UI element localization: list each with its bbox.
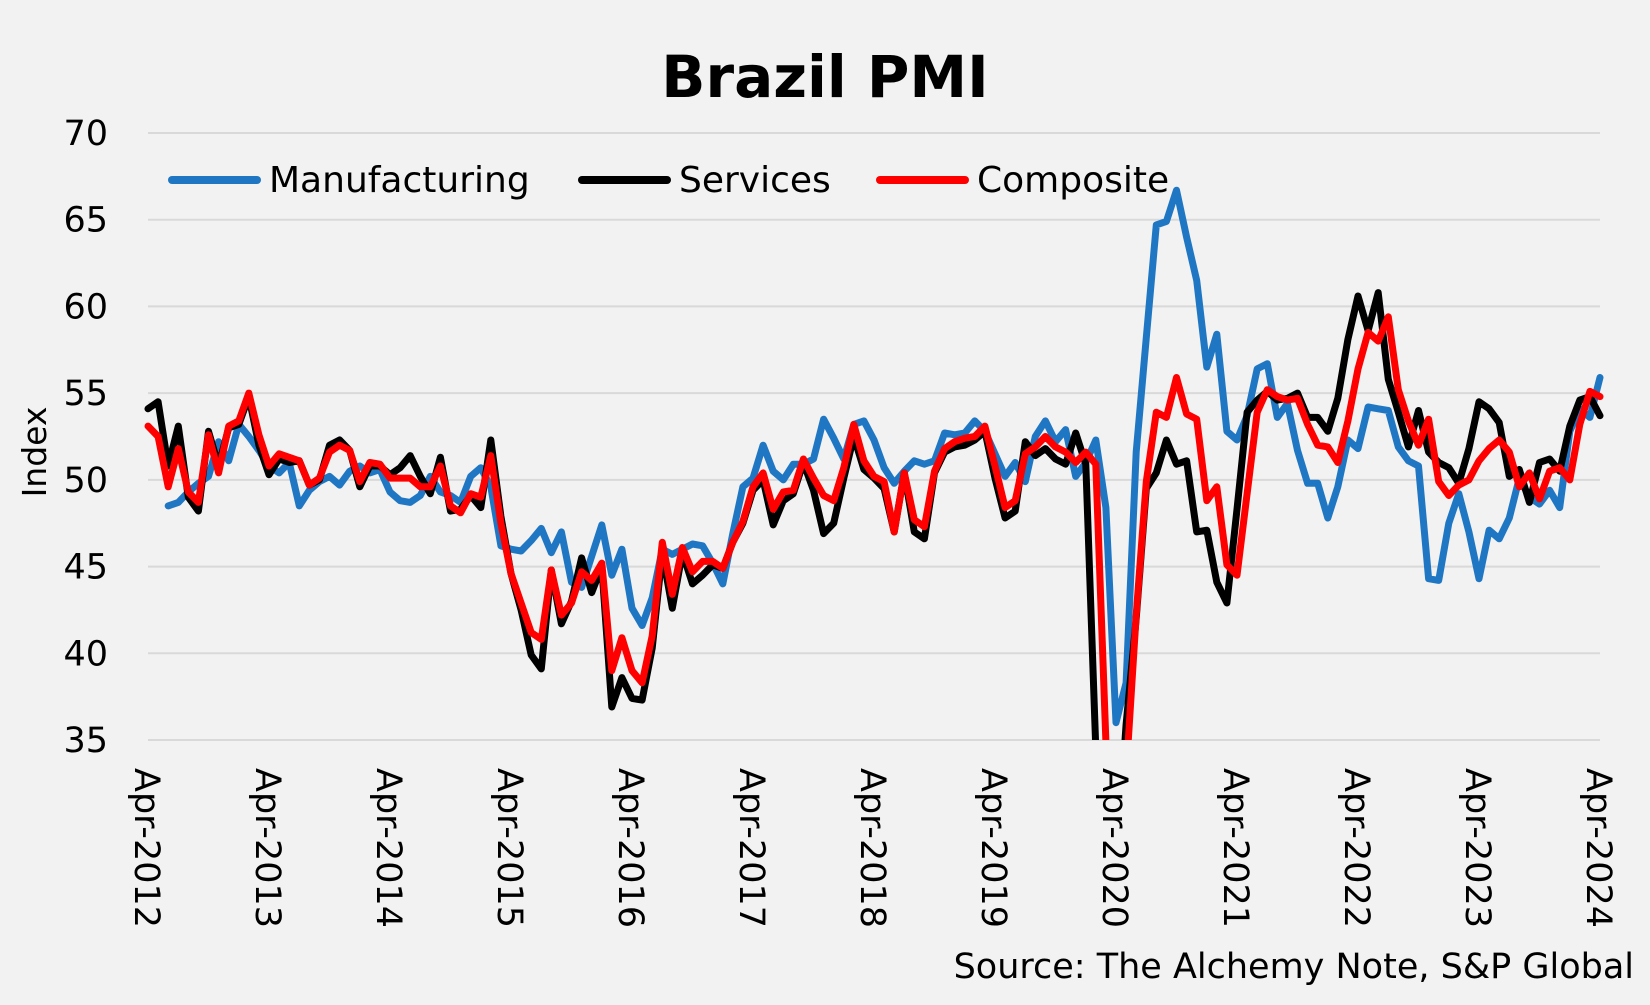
y-tick-label: 70 [63, 114, 108, 154]
y-tick-label: 60 [63, 287, 108, 327]
y-tick-label: 45 [63, 548, 108, 588]
x-tick-label: Apr-2018 [852, 768, 892, 928]
legend: Manufacturing Services Composite [168, 160, 1169, 201]
legend-label-composite: Composite [977, 160, 1169, 201]
series-lines [144, 186, 1604, 740]
y-tick-label: 65 [63, 201, 108, 241]
x-tick-label: Apr-2021 [1215, 768, 1255, 928]
y-axis-ticks: 35 40 45 50 55 60 65 70 [63, 114, 108, 761]
x-axis-ticks: Apr-2012 Apr-2013 Apr-2014 Apr-2015 Apr-2016… [126, 768, 1618, 928]
x-tick-label: Apr-2020 [1094, 768, 1134, 928]
x-tick-label: Apr-2017 [731, 768, 771, 928]
x-tick-label: Apr-2012 [126, 768, 166, 928]
y-tick-label: 50 [63, 461, 108, 501]
x-tick-label: Apr-2024 [1578, 768, 1618, 928]
y-tick-label: 55 [63, 374, 108, 414]
legend-label-manufacturing: Manufacturing [269, 160, 530, 201]
x-tick-label: Apr-2023 [1457, 768, 1497, 928]
legend-label-services: Services [679, 160, 831, 201]
source-note: Source: The Alchemy Note, S&P Global [954, 947, 1634, 987]
x-tick-label: Apr-2022 [1336, 768, 1376, 928]
x-tick-label: Apr-2013 [247, 768, 287, 928]
y-tick-label: 40 [63, 634, 108, 674]
series-line-manufacturing [164, 186, 1604, 727]
x-tick-label: Apr-2019 [973, 768, 1013, 928]
y-tick-label: 35 [63, 721, 108, 761]
x-tick-label: Apr-2016 [610, 768, 650, 928]
x-tick-label: Apr-2014 [368, 768, 408, 928]
series-line-composite [144, 313, 1604, 740]
x-tick-label: Apr-2015 [489, 768, 529, 928]
y-axis-label: Index [15, 407, 54, 498]
chart-title: Brazil PMI [661, 43, 988, 111]
